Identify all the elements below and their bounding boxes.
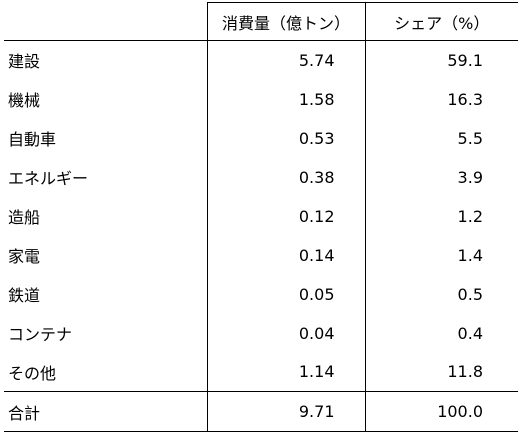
row-consumption: 1.58 bbox=[206, 79, 366, 119]
total-consumption: 9.71 bbox=[206, 391, 366, 432]
row-share: 11.8 bbox=[447, 362, 483, 382]
header-label-cell bbox=[4, 2, 207, 41]
row-consumption: 0.12 bbox=[206, 196, 366, 236]
row-label: 機械 bbox=[8, 91, 41, 110]
row-label: 建設 bbox=[8, 52, 41, 72]
total-share: 100.0 bbox=[365, 391, 518, 432]
row-label: 家電 bbox=[8, 247, 41, 266]
row-consumption: 1.14 bbox=[206, 352, 366, 392]
row-label: 造船 bbox=[8, 208, 41, 227]
row-label: その他 bbox=[8, 363, 57, 383]
table-row: 家電 0.14 1.4 bbox=[4, 235, 518, 275]
total-row: 合計 9.71 100.0 bbox=[4, 391, 518, 432]
row-share: 5.5 bbox=[457, 128, 483, 148]
row-label: 鉄道 bbox=[8, 286, 41, 305]
row-share: 1.2 bbox=[457, 206, 483, 226]
header-row: 消費量（億トン） シェア（%） bbox=[4, 2, 518, 41]
table-row: 自動車 0.53 5.5 bbox=[4, 118, 518, 158]
row-consumption: 0.38 bbox=[206, 157, 366, 197]
table-row: 建設 5.74 59.1 bbox=[4, 40, 518, 80]
row-consumption: 0.53 bbox=[206, 118, 366, 158]
header-share: シェア（%） bbox=[365, 2, 518, 41]
total-label: 合計 bbox=[4, 391, 207, 432]
row-share: 1.4 bbox=[457, 245, 483, 265]
row-label: 自動車 bbox=[8, 130, 57, 149]
table-row: コンテナ 0.04 0.4 bbox=[4, 313, 518, 353]
row-label: コンテナ bbox=[8, 325, 73, 344]
row-consumption: 0.04 bbox=[206, 313, 366, 353]
row-share: 3.9 bbox=[457, 167, 483, 187]
table-row: 機械 1.58 16.3 bbox=[4, 79, 518, 119]
header-consumption: 消費量（億トン） bbox=[206, 2, 366, 41]
row-share: 0.5 bbox=[457, 284, 483, 304]
row-consumption: 5.74 bbox=[206, 40, 366, 80]
table-row: 鉄道 0.05 0.5 bbox=[4, 274, 518, 314]
row-consumption: 0.14 bbox=[206, 235, 366, 275]
table-row: 造船 0.12 1.2 bbox=[4, 196, 518, 236]
steel-consumption-table: 消費量（億トン） シェア（%） 建設 5.74 59.1 機械 1.58 16.… bbox=[4, 2, 518, 432]
row-share: 0.4 bbox=[457, 323, 483, 343]
row-label: エネルギー bbox=[8, 169, 89, 188]
table-row: エネルギー 0.38 3.9 bbox=[4, 157, 518, 197]
row-consumption: 0.05 bbox=[206, 274, 366, 314]
row-share: 59.1 bbox=[447, 50, 483, 70]
table-row: その他 1.14 11.8 bbox=[4, 352, 518, 392]
row-share: 16.3 bbox=[447, 89, 483, 109]
